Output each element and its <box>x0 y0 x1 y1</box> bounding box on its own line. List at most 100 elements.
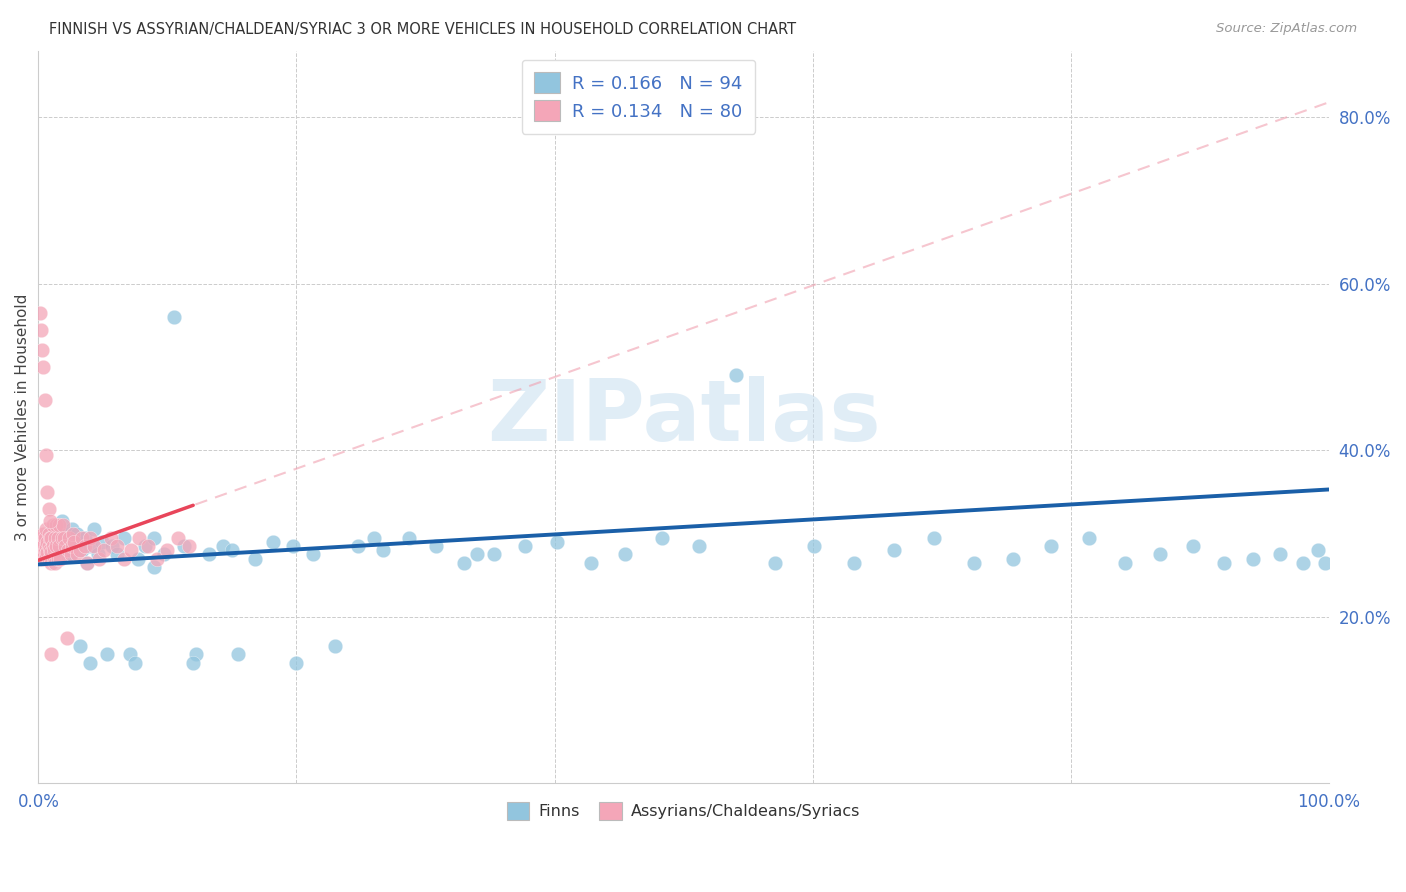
Point <box>46 541 69 556</box>
Point <box>93 543 115 558</box>
Point <box>62 526 84 541</box>
Point <box>118 648 141 662</box>
Point <box>221 543 243 558</box>
Point <box>1114 556 1136 570</box>
Point <box>70 543 93 558</box>
Point <box>1182 539 1205 553</box>
Point <box>32 548 55 562</box>
Point <box>32 539 55 553</box>
Point <box>281 539 304 553</box>
Point <box>39 556 62 570</box>
Point <box>58 531 80 545</box>
Point <box>197 548 219 562</box>
Point <box>546 535 568 549</box>
Point <box>128 531 150 545</box>
Point <box>28 543 51 558</box>
Point <box>79 539 101 553</box>
Point <box>513 539 536 553</box>
Point <box>76 556 98 570</box>
Point <box>37 545 59 559</box>
Point <box>37 535 59 549</box>
Point <box>83 539 105 553</box>
Point <box>105 539 128 553</box>
Point <box>49 551 72 566</box>
Point <box>38 501 60 516</box>
Point <box>46 531 69 545</box>
Legend: Finns, Assyrians/Chaldeans/Syriacs: Finns, Assyrians/Chaldeans/Syriacs <box>501 796 868 827</box>
Point <box>62 545 84 559</box>
Point <box>614 548 637 562</box>
Point <box>112 531 135 545</box>
Point <box>32 526 55 541</box>
Point <box>31 343 53 358</box>
Point <box>38 551 60 566</box>
Point <box>243 551 266 566</box>
Point <box>146 551 169 566</box>
Point <box>262 535 284 549</box>
Point <box>41 539 63 553</box>
Point <box>39 543 62 558</box>
Point <box>63 535 86 549</box>
Point <box>45 539 67 553</box>
Point <box>883 543 905 558</box>
Point <box>38 539 60 553</box>
Point <box>763 556 786 570</box>
Point <box>134 539 156 553</box>
Point <box>1308 543 1330 558</box>
Point <box>1268 548 1291 562</box>
Point <box>44 556 66 570</box>
Point <box>46 551 69 566</box>
Point <box>371 543 394 558</box>
Point <box>482 548 505 562</box>
Point <box>212 539 235 553</box>
Point <box>87 551 110 566</box>
Point <box>96 648 118 662</box>
Point <box>30 323 52 337</box>
Point <box>181 656 204 670</box>
Point <box>35 448 58 462</box>
Point <box>124 656 146 670</box>
Point <box>152 548 174 562</box>
Point <box>79 656 101 670</box>
Point <box>44 549 66 564</box>
Point <box>803 539 825 553</box>
Point <box>173 539 195 553</box>
Text: ZIPatlas: ZIPatlas <box>486 376 880 458</box>
Point <box>28 306 51 320</box>
Point <box>42 551 65 566</box>
Point <box>48 539 70 553</box>
Point <box>79 531 101 545</box>
Point <box>73 539 96 553</box>
Point <box>651 531 673 545</box>
Point <box>32 545 55 559</box>
Point <box>347 539 370 553</box>
Point <box>38 526 60 541</box>
Point <box>37 551 59 566</box>
Point <box>963 556 986 570</box>
Point <box>55 539 77 553</box>
Point <box>1077 531 1099 545</box>
Point <box>51 514 73 528</box>
Point <box>48 518 70 533</box>
Point <box>35 533 58 548</box>
Point <box>34 393 56 408</box>
Point <box>42 523 65 537</box>
Point <box>53 531 76 545</box>
Point <box>31 545 53 559</box>
Point <box>302 548 325 562</box>
Point <box>39 531 62 545</box>
Point <box>37 485 59 500</box>
Point <box>41 536 63 550</box>
Point <box>363 531 385 545</box>
Point <box>90 535 112 549</box>
Point <box>39 531 62 545</box>
Point <box>725 368 748 383</box>
Point <box>842 556 865 570</box>
Point <box>465 548 488 562</box>
Point <box>35 523 58 537</box>
Point <box>398 531 420 545</box>
Point <box>156 543 179 558</box>
Point <box>39 541 62 555</box>
Point <box>56 543 79 558</box>
Point <box>166 531 188 545</box>
